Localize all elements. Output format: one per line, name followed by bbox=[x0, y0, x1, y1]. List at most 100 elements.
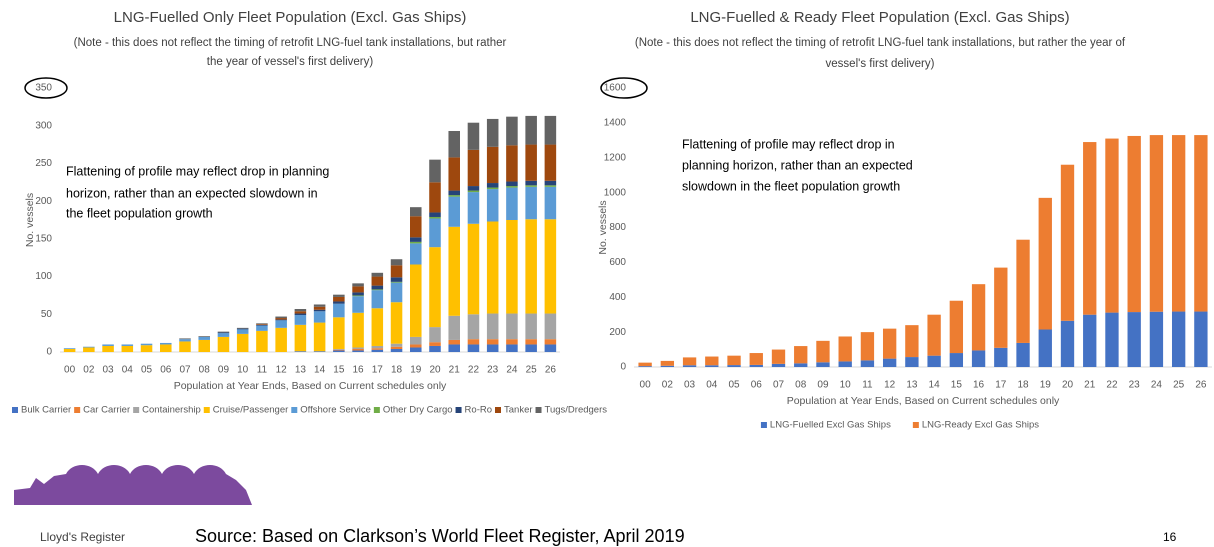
bar-segment bbox=[525, 219, 537, 314]
x-tick-label: 07 bbox=[179, 365, 191, 376]
bar-segment bbox=[794, 363, 808, 367]
x-tick-label: 11 bbox=[862, 380, 873, 391]
bar-segment bbox=[506, 186, 518, 188]
y-tick-label: 1400 bbox=[604, 118, 627, 129]
bar-segment bbox=[198, 339, 210, 352]
x-tick-label: 14 bbox=[314, 365, 326, 376]
bar-segment bbox=[544, 180, 557, 186]
x-tick-label: 25 bbox=[1173, 380, 1185, 391]
bar-segment bbox=[506, 116, 518, 146]
bar-segment bbox=[838, 336, 852, 362]
bar-segment bbox=[544, 144, 557, 181]
x-tick-label: 15 bbox=[333, 365, 345, 376]
bar-segment bbox=[256, 325, 268, 331]
bar-segment bbox=[371, 276, 384, 286]
bar-segment bbox=[544, 339, 557, 345]
bar-segment bbox=[994, 347, 1008, 367]
bar-segment bbox=[949, 353, 964, 367]
bar-segment bbox=[410, 336, 422, 345]
bar-segment bbox=[486, 339, 499, 345]
bar-segment bbox=[771, 349, 786, 364]
x-tick-label: 10 bbox=[237, 365, 249, 376]
bar-segment bbox=[544, 344, 557, 352]
legend-label: Cruise/Passenger bbox=[213, 405, 289, 416]
bar-segment bbox=[544, 219, 557, 314]
bar-segment bbox=[1194, 311, 1208, 367]
bar-segment bbox=[352, 292, 364, 296]
x-tick-label: 10 bbox=[840, 380, 852, 391]
bar-segment bbox=[410, 347, 422, 352]
bar-segment bbox=[544, 185, 557, 187]
bar-segment bbox=[544, 115, 557, 145]
bar-segment bbox=[294, 315, 307, 325]
x-tick-label: 03 bbox=[684, 380, 696, 391]
bar-segment bbox=[905, 325, 919, 358]
bar-segment bbox=[429, 216, 441, 219]
chart-title: LNG-Fuelled & Ready Fleet Population (Ex… bbox=[690, 9, 1069, 26]
x-tick-label: 20 bbox=[429, 365, 441, 376]
x-tick-label: 06 bbox=[160, 365, 172, 376]
x-tick-label: 05 bbox=[141, 365, 153, 376]
annotation: Flattening of profile may reflect drop i… bbox=[682, 137, 895, 151]
bar-segment bbox=[371, 285, 384, 290]
bar-segment bbox=[749, 364, 763, 367]
bar-segment bbox=[525, 185, 537, 187]
y-tick-label: 200 bbox=[609, 327, 626, 338]
bar-segment bbox=[749, 353, 763, 365]
x-tick-label: 23 bbox=[487, 365, 499, 376]
bar-segment bbox=[236, 329, 249, 334]
x-tick-label: 26 bbox=[545, 365, 557, 376]
bar-segment bbox=[198, 336, 210, 340]
bar-segment bbox=[371, 308, 384, 346]
y-tick-label: 150 bbox=[35, 233, 52, 244]
bar-segment bbox=[352, 350, 364, 352]
bar-segment bbox=[410, 207, 422, 217]
y-tick-label: 200 bbox=[35, 196, 52, 207]
x-tick-label: 06 bbox=[751, 380, 763, 391]
x-tick-label: 08 bbox=[199, 365, 211, 376]
bar-segment bbox=[660, 360, 675, 366]
y-tick-label: 0 bbox=[46, 347, 52, 358]
legend-swatch bbox=[760, 422, 767, 428]
y-tick-label: 1600 bbox=[604, 83, 627, 94]
legend-label: Offshore Service bbox=[300, 405, 371, 416]
x-tick-label: 00 bbox=[64, 365, 76, 376]
bar-segment bbox=[971, 350, 986, 367]
logo-skyline bbox=[14, 465, 252, 505]
bar-segment bbox=[448, 226, 460, 316]
bar-segment bbox=[927, 355, 941, 367]
bar-segment bbox=[448, 130, 460, 158]
bar-segment bbox=[971, 284, 986, 351]
bar-segment bbox=[544, 313, 557, 340]
bar-segment bbox=[705, 356, 719, 366]
bar-segment bbox=[506, 344, 518, 352]
bar-segment bbox=[429, 342, 441, 346]
bar-segment bbox=[140, 345, 153, 352]
bar-segment bbox=[448, 339, 460, 345]
bar-segment bbox=[83, 347, 95, 352]
bar-segment bbox=[506, 339, 518, 345]
annotation: slowdown in the fleet population growth bbox=[682, 179, 900, 193]
bar-segment bbox=[727, 355, 741, 366]
bar-segment bbox=[506, 145, 518, 182]
bar-segment bbox=[660, 365, 675, 367]
bar-segment bbox=[525, 313, 537, 340]
bar-segment bbox=[333, 303, 345, 318]
bar-segment bbox=[333, 348, 345, 350]
bar-segment bbox=[1038, 329, 1052, 367]
x-tick-label: 22 bbox=[468, 365, 480, 376]
bar-segment bbox=[333, 294, 345, 297]
bar-segment bbox=[333, 350, 345, 352]
bar-segment bbox=[429, 212, 441, 217]
bar-segment bbox=[506, 187, 518, 220]
bar-segment bbox=[705, 365, 719, 367]
y-axis-label: No. vessels bbox=[24, 193, 36, 247]
bar-segment bbox=[638, 366, 652, 367]
bar-segment bbox=[294, 313, 307, 316]
legend-label: Tanker bbox=[504, 405, 533, 416]
x-tick-label: 25 bbox=[526, 365, 538, 376]
bar-segment bbox=[217, 331, 230, 333]
bar-segment bbox=[486, 118, 499, 147]
bar-segment bbox=[390, 343, 403, 347]
bar-segment bbox=[486, 344, 499, 352]
